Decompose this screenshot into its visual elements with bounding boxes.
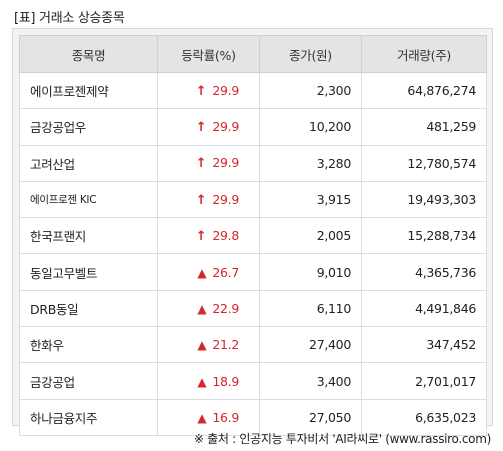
header-volume: 거래량(주) (361, 35, 487, 73)
volume: 4,365,736 (361, 253, 487, 291)
volume: 4,491,846 (361, 289, 487, 328)
header-change-rate: 등락률(%) (157, 35, 260, 73)
up-arrow-icon: ↑ (195, 156, 207, 172)
stock-name: 한국프랜지 (19, 217, 158, 255)
change-rate-cell: ↑ 29.9 (157, 144, 260, 182)
stock-name: 에이프로젠 KIC (19, 180, 158, 219)
table-row: 한국프랜지 ↑ 29.8 2,005 15,288,734 (19, 217, 487, 255)
stock-name: 고려산업 (19, 144, 158, 182)
change-rate: 29.9 (212, 82, 239, 98)
change-rate: 29.9 (212, 191, 239, 207)
up-arrow-icon: ↑ (195, 83, 207, 99)
table-caption: [표] 거래소 상승종목 (14, 11, 125, 26)
stock-name: 하나금융지주 (19, 398, 158, 436)
stock-name: DRB동일 (19, 289, 158, 328)
close-price: 2,300 (259, 71, 362, 110)
stock-name: 금강공업우 (19, 108, 158, 146)
stock-name: 동일고무벨트 (19, 253, 158, 291)
close-price: 27,400 (259, 326, 362, 364)
table-row: 동일고무벨트 ▲ 26.7 9,010 4,365,736 (19, 253, 487, 291)
volume: 15,288,734 (361, 217, 487, 255)
table-row: 고려산업 ↑ 29.9 3,280 12,780,574 (19, 144, 487, 182)
close-price: 9,010 (259, 253, 362, 291)
table-row: 하나금융지주 ▲ 16.9 27,050 6,635,023 (19, 398, 487, 436)
stock-name: 한화우 (19, 326, 158, 364)
change-rate: 16.9 (212, 409, 239, 425)
up-arrow-icon: ↑ (195, 228, 207, 244)
table-row: 에이프로젠제약 ↑ 29.9 2,300 64,876,274 (19, 71, 487, 110)
change-rate: 18.9 (212, 373, 239, 389)
change-rate-cell: ▲ 21.2 (157, 326, 260, 364)
change-rate-cell: ↑ 29.9 (157, 71, 260, 110)
stock-name: 에이프로젠제약 (19, 71, 158, 110)
volume: 19,493,303 (361, 180, 487, 219)
source-note: ※ 출처 : 인공지능 투자비서 'AI라씨로' (www.rassiro.co… (193, 432, 491, 446)
table-frame: 종목명 등락률(%) 종가(원) 거래량(주) 에이프로젠제약 ↑ 29.9 2,30… (12, 28, 493, 436)
close-price: 3,915 (259, 180, 362, 219)
rising-stocks-table: 종목명 등락률(%) 종가(원) 거래량(주) 에이프로젠제약 ↑ 29.9 2,30… (19, 35, 487, 436)
table-row: 에이프로젠 KIC ↑ 29.9 3,915 19,493,303 (19, 180, 487, 219)
stock-name: 금강공업 (19, 362, 158, 400)
header-stock-name: 종목명 (19, 35, 158, 73)
close-price: 3,400 (259, 362, 362, 400)
change-rate: 21.2 (212, 337, 239, 353)
close-price: 3,280 (259, 144, 362, 182)
change-rate: 29.8 (212, 227, 239, 243)
change-rate: 22.9 (212, 300, 239, 316)
change-rate-cell: ↑ 29.8 (157, 217, 260, 255)
change-rate: 29.9 (212, 118, 239, 134)
up-triangle-icon: ▲ (197, 410, 207, 425)
volume: 2,701,017 (361, 362, 487, 400)
change-rate-cell: ▲ 22.9 (157, 289, 260, 328)
close-price: 2,005 (259, 217, 362, 255)
volume: 6,635,023 (361, 398, 487, 436)
volume: 64,876,274 (361, 71, 487, 110)
volume: 12,780,574 (361, 144, 487, 182)
table-row: 금강공업우 ↑ 29.9 10,200 481,259 (19, 108, 487, 146)
table-row: DRB동일 ▲ 22.9 6,110 4,491,846 (19, 289, 487, 328)
header-close-price: 종가(원) (259, 35, 362, 73)
change-rate: 26.7 (212, 264, 239, 280)
change-rate-cell: ↑ 29.9 (157, 108, 260, 146)
header-row: 종목명 등락률(%) 종가(원) 거래량(주) (19, 35, 487, 73)
up-arrow-icon: ↑ (195, 119, 207, 135)
change-rate: 29.9 (212, 155, 239, 171)
up-triangle-icon: ▲ (197, 265, 207, 280)
close-price: 10,200 (259, 108, 362, 146)
change-rate-cell: ▲ 26.7 (157, 253, 260, 291)
table-row: 한화우 ▲ 21.2 27,400 347,452 (19, 326, 487, 364)
up-triangle-icon: ▲ (197, 301, 207, 316)
change-rate-cell: ▲ 18.9 (157, 362, 260, 400)
up-triangle-icon: ▲ (197, 374, 207, 389)
volume: 347,452 (361, 326, 487, 364)
close-price: 27,050 (259, 398, 362, 436)
change-rate-cell: ↑ 29.9 (157, 180, 260, 219)
volume: 481,259 (361, 108, 487, 146)
up-triangle-icon: ▲ (197, 338, 207, 353)
table-row: 금강공업 ▲ 18.9 3,400 2,701,017 (19, 362, 487, 400)
up-arrow-icon: ↑ (195, 192, 207, 208)
close-price: 6,110 (259, 289, 362, 328)
